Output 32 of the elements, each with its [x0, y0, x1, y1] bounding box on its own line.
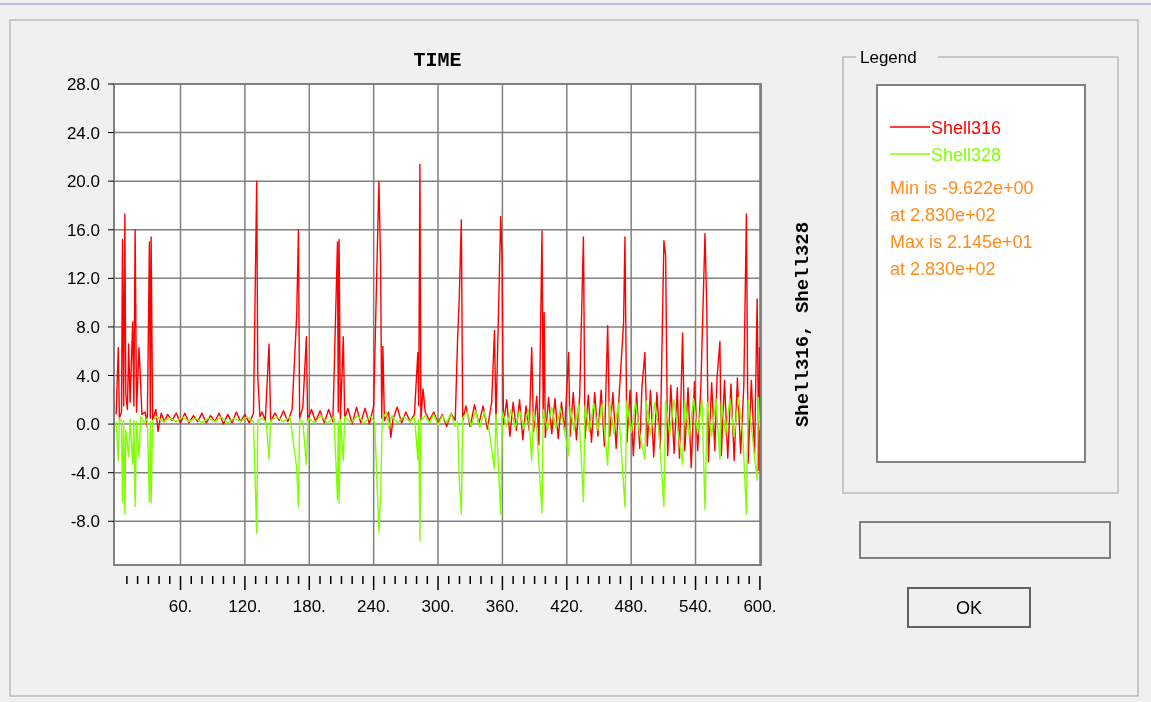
y-tick-label: 16.0	[66, 220, 100, 240]
y-tick-label: 0.0	[76, 415, 100, 435]
chart-title: TIME	[413, 49, 462, 72]
text: at 2.830e+02	[890, 205, 996, 225]
x-tick-label: 540.	[679, 597, 713, 616]
legend-title: Legend	[860, 48, 917, 67]
text: OK	[955, 598, 983, 618]
x-tick-label: 360.	[485, 597, 519, 616]
legend-label: Shell328	[931, 145, 1002, 165]
text: Max is 2.145e+01	[890, 232, 1033, 252]
x-tick-label: 120.	[228, 597, 262, 616]
x-tick-label: 180.	[292, 597, 326, 616]
x-tick-label: 300.	[421, 597, 455, 616]
line-series	[115, 163, 761, 471]
x-tick-label: 420.	[550, 597, 584, 616]
line-series	[115, 396, 761, 542]
y-tick-label: 28.0	[66, 75, 100, 94]
y-tick-label: -4.0	[70, 463, 100, 483]
y-tick-label: 4.0	[76, 366, 100, 386]
legend-label: Shell316	[931, 118, 1002, 138]
y-tick-label: 8.0	[76, 317, 100, 337]
x-tick-label: 60.	[168, 597, 193, 616]
x-tick-label: 600.	[743, 597, 777, 616]
text: at 2.830e+02	[890, 259, 996, 279]
x-tick-label: 240.	[357, 597, 391, 616]
x-tick-label: 480.	[614, 597, 648, 616]
y-tick-label: 24.0	[66, 123, 100, 143]
y-tick-label: 20.0	[66, 172, 100, 192]
text: Min is -9.622e+00	[890, 178, 1034, 198]
y-tick-label: 12.0	[66, 269, 100, 289]
y-axis-title: Shell316, Shell328	[792, 221, 814, 428]
y-tick-label: -8.0	[70, 512, 100, 532]
